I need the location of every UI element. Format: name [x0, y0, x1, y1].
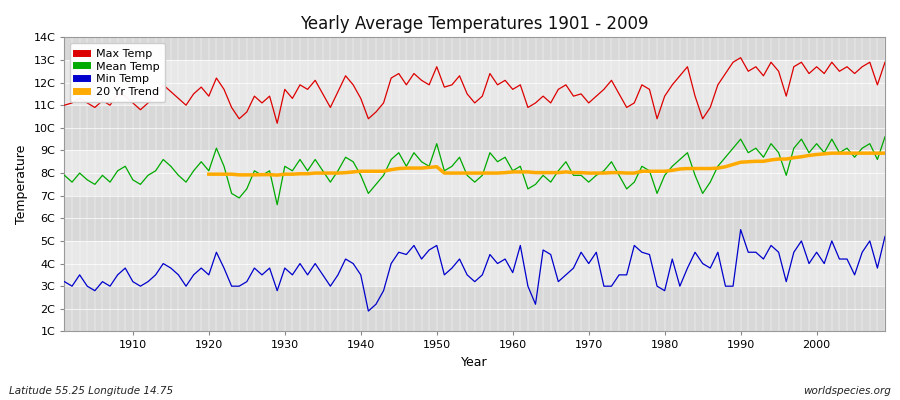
Text: Latitude 55.25 Longitude 14.75: Latitude 55.25 Longitude 14.75 [9, 386, 173, 396]
Max Temp [508, 87, 518, 92]
Min Temp [120, 266, 130, 270]
Title: Yearly Average Temperatures 1901 - 2009: Yearly Average Temperatures 1901 - 2009 [301, 15, 649, 33]
Max Temp [515, 82, 526, 87]
Y-axis label: Temperature: Temperature [15, 145, 28, 224]
Max Temp [879, 60, 890, 65]
Mean Temp [606, 159, 616, 164]
Mean Temp [515, 164, 526, 169]
Mean Temp [294, 157, 305, 162]
Min Temp [606, 284, 616, 288]
Max Temp [340, 73, 351, 78]
Bar [65, 150, 885, 196]
Min Temp [735, 227, 746, 232]
Min Temp [515, 243, 526, 248]
20 Yr Trend [416, 166, 427, 170]
Min Temp [508, 270, 518, 275]
Min Temp [879, 234, 890, 239]
Line: Min Temp: Min Temp [65, 230, 885, 311]
Max Temp [272, 121, 283, 126]
Min Temp [363, 309, 374, 314]
Bar [65, 286, 885, 332]
Mean Temp [59, 173, 70, 178]
20 Yr Trend [864, 151, 875, 156]
Bar [65, 60, 885, 105]
Max Temp [59, 103, 70, 108]
Mean Temp [272, 202, 283, 207]
Mean Temp [508, 168, 518, 173]
20 Yr Trend [203, 172, 214, 176]
Legend: Max Temp, Mean Temp, Min Temp, 20 Yr Trend: Max Temp, Mean Temp, Min Temp, 20 Yr Tre… [70, 43, 165, 102]
Max Temp [735, 55, 746, 60]
Line: Max Temp: Max Temp [65, 58, 885, 123]
20 Yr Trend [272, 173, 283, 178]
X-axis label: Year: Year [462, 356, 488, 369]
Max Temp [606, 78, 616, 83]
Line: 20 Yr Trend: 20 Yr Trend [209, 153, 885, 175]
Max Temp [294, 82, 305, 87]
20 Yr Trend [773, 157, 784, 162]
Bar [65, 105, 885, 150]
Text: worldspecies.org: worldspecies.org [803, 386, 891, 396]
Min Temp [287, 272, 298, 277]
20 Yr Trend [879, 151, 890, 156]
Bar [65, 241, 885, 286]
Mean Temp [340, 155, 351, 160]
20 Yr Trend [682, 166, 693, 171]
Line: Mean Temp: Mean Temp [65, 137, 885, 205]
Mean Temp [120, 164, 130, 169]
Bar [65, 15, 885, 60]
Max Temp [120, 94, 130, 98]
Mean Temp [879, 134, 890, 139]
Bar [65, 196, 885, 241]
20 Yr Trend [302, 171, 313, 176]
20 Yr Trend [826, 151, 837, 156]
Min Temp [59, 279, 70, 284]
20 Yr Trend [788, 155, 799, 160]
Min Temp [333, 272, 344, 277]
